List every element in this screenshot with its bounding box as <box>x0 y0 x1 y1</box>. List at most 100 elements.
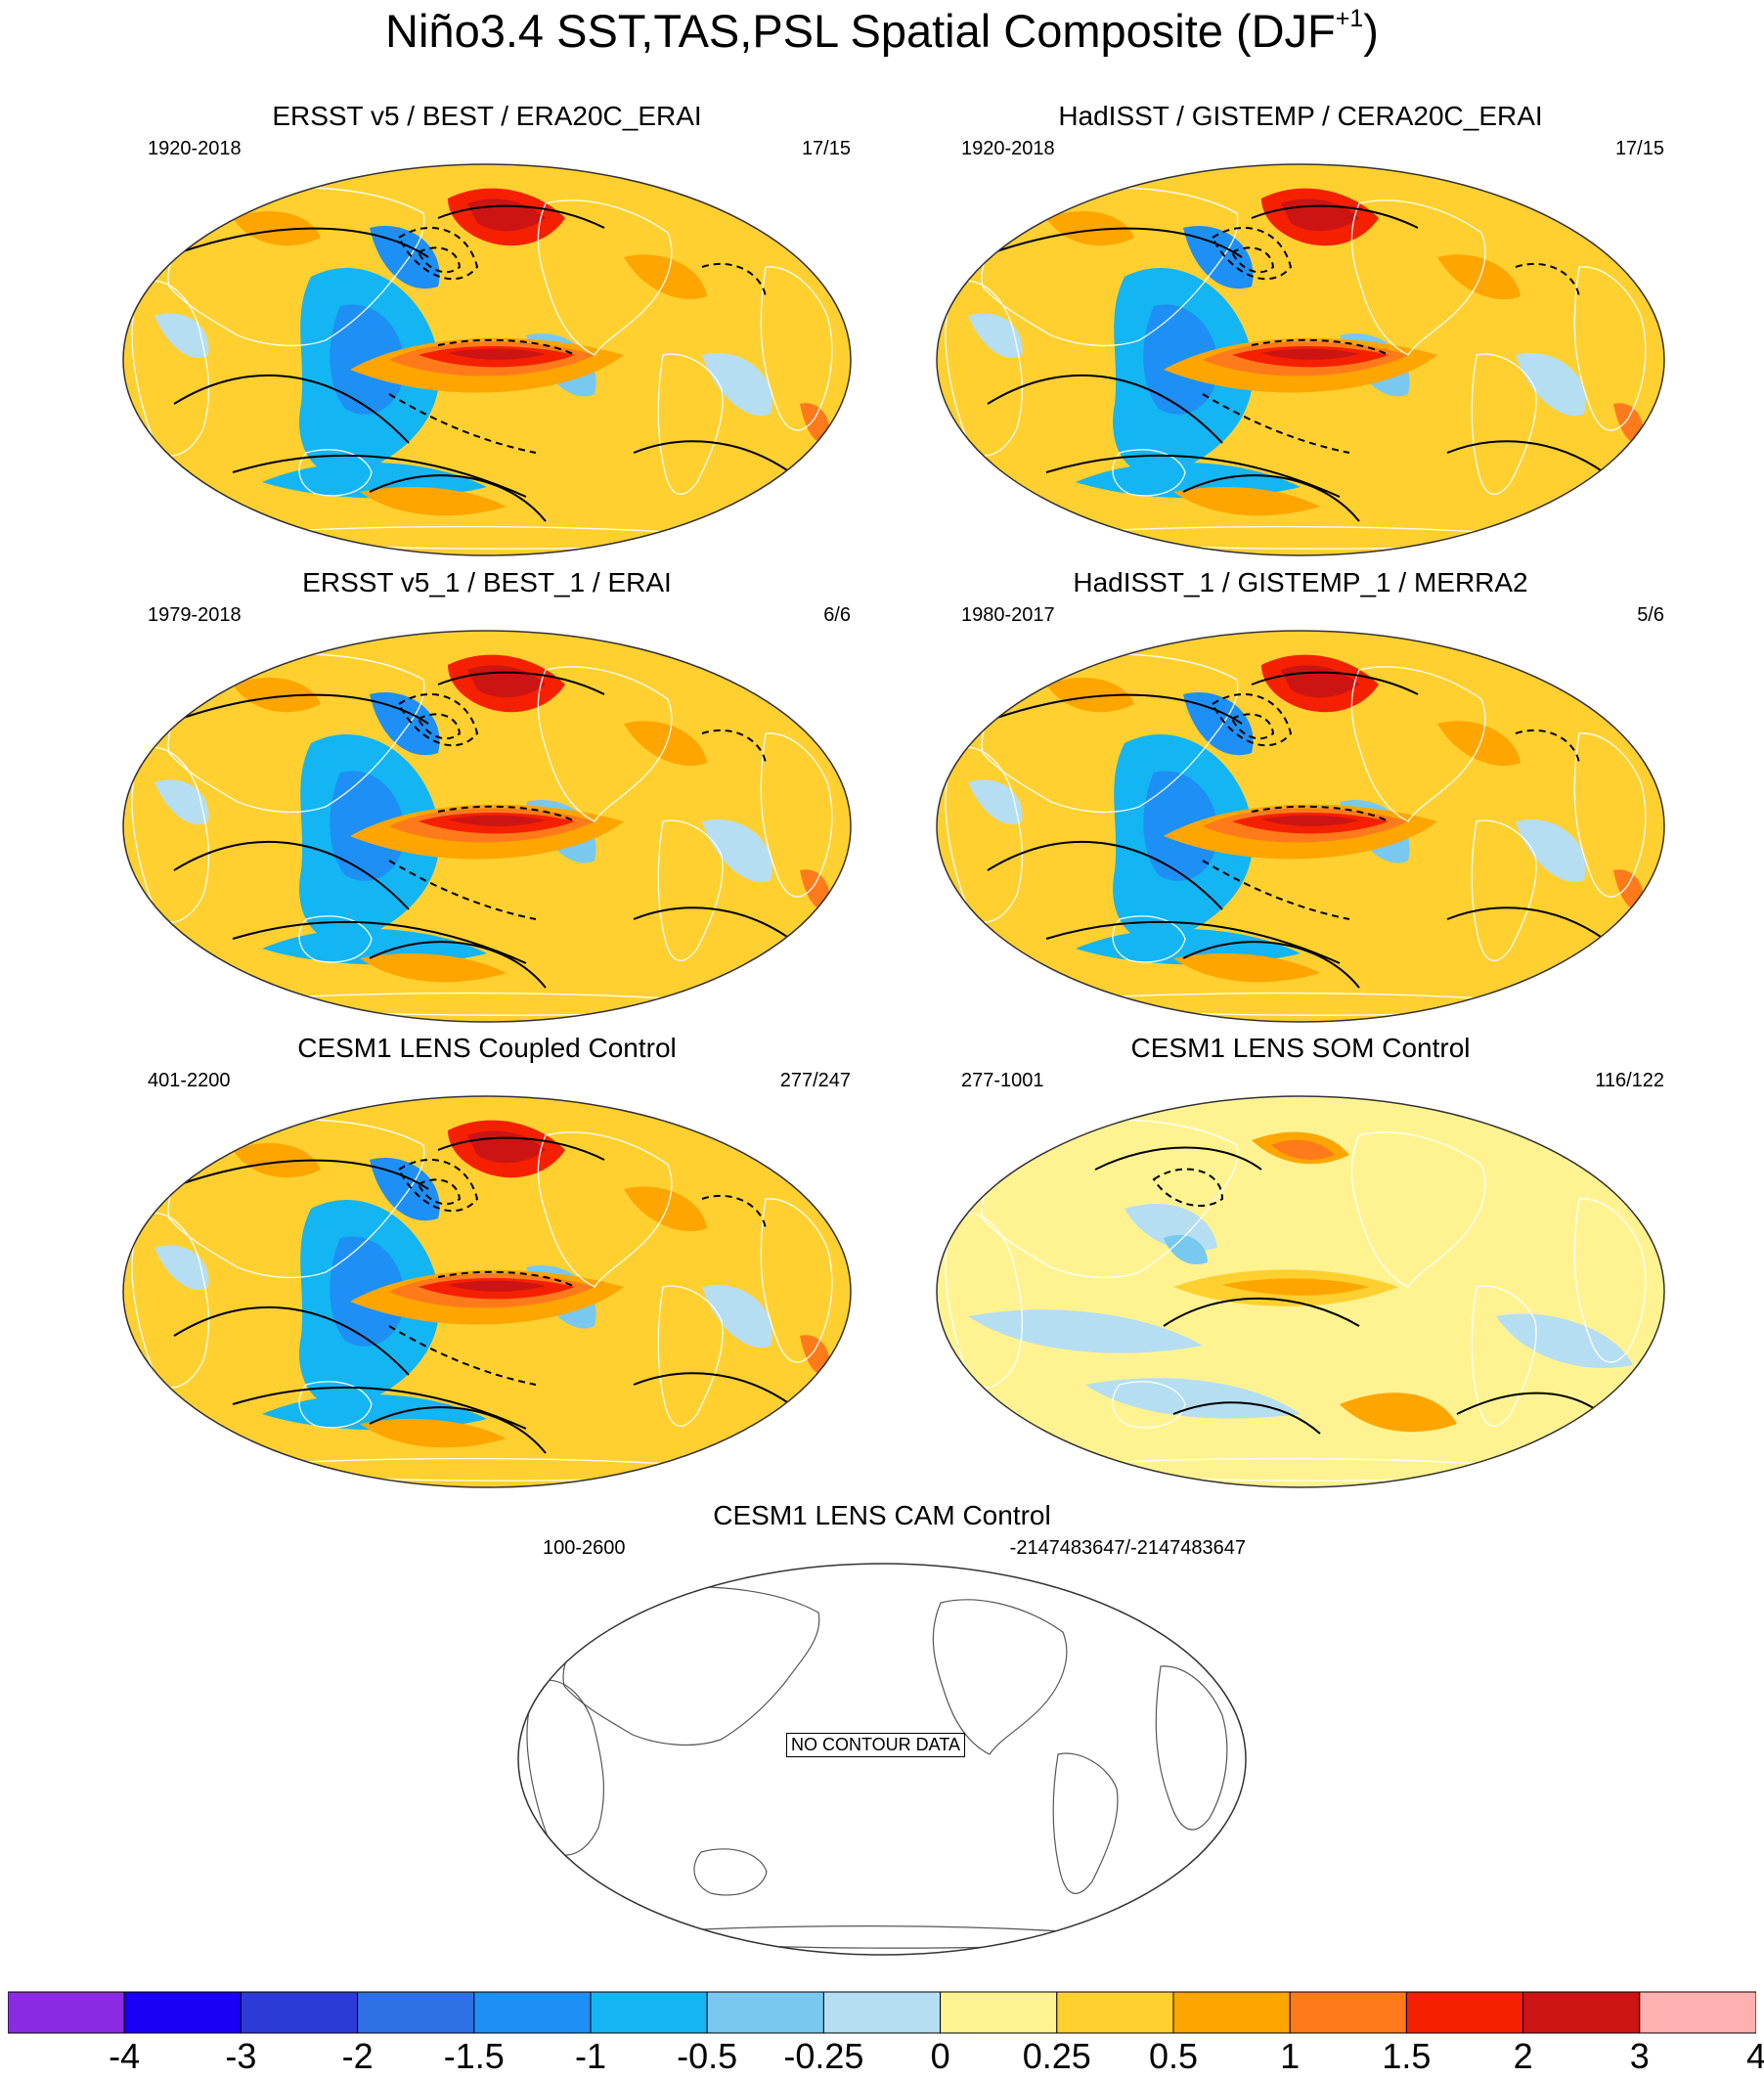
panel-title: HadISST_1 / GISTEMP_1 / MERRA2 <box>1073 567 1528 597</box>
coastline <box>537 1131 673 1288</box>
no-data-message: NO CONTOUR DATA <box>786 1733 966 1757</box>
colorbar-label: 0.25 <box>1022 2036 1091 2076</box>
psl-contour-negative <box>1515 729 1580 764</box>
coastline <box>932 1599 1068 1755</box>
psl-contour-negative <box>417 1178 462 1206</box>
panel-years: 100-2600 <box>543 1537 626 1559</box>
coastline <box>657 819 724 961</box>
panel-count: 277/247 <box>779 1070 851 1091</box>
psl-contour-positive <box>633 1372 791 1405</box>
psl-contour-negative <box>1152 1168 1224 1208</box>
panel-map-5: CESM1 LENS Coupled Control 401-2200 277/… <box>115 1033 859 1492</box>
colorbar-label: -3 <box>225 2036 257 2076</box>
colorbar-swatch <box>1405 1991 1524 2034</box>
map-plot <box>936 1095 1665 1488</box>
panel-title: HadISST / GISTEMP / CERA20C_ERAI <box>1058 101 1543 131</box>
panel-years: 1920-2018 <box>148 138 242 159</box>
panel-map-6: CESM1 LENS SOM Control 277-1001 116/122 <box>929 1033 1672 1492</box>
psl-contour-positive <box>437 204 605 229</box>
panel-count: 116/122 <box>1595 1070 1664 1091</box>
psl-contour-positive <box>369 1406 547 1454</box>
map-field <box>937 164 1664 555</box>
psl-contour-positive <box>987 374 1223 444</box>
map-field <box>123 1096 851 1487</box>
psl-contour-negative <box>417 246 462 274</box>
psl-contour-positive <box>173 840 410 910</box>
figure-title: Niño3.4 SST,TAS,PSL Spatial Composite (D… <box>385 5 1379 57</box>
panel-count: 5/6 <box>1637 604 1664 626</box>
coastline <box>1573 266 1647 431</box>
map-field <box>123 631 851 1022</box>
psl-contour-negative <box>1251 805 1389 822</box>
coastline <box>760 266 833 431</box>
panel-count: 17/15 <box>1614 138 1664 159</box>
map-field <box>937 631 1664 1022</box>
map-boundary <box>122 1095 852 1488</box>
colorbar-label: -0.25 <box>783 2036 864 2076</box>
coastline <box>1112 915 1186 963</box>
coastline <box>657 353 724 495</box>
psl-contour-negative <box>701 1194 767 1229</box>
colorbar-swatch <box>8 1991 125 2034</box>
psl-contour-positive <box>232 1386 527 1430</box>
coastline <box>1471 1285 1537 1427</box>
psl-contour-positive <box>232 454 527 498</box>
psl-contour-negative <box>701 729 767 764</box>
colorbar-label: 2 <box>1513 2036 1533 2076</box>
colorbar-swatch <box>1056 1991 1174 2034</box>
panel-years: 1920-2018 <box>961 138 1055 159</box>
coastline <box>760 732 833 898</box>
coastline <box>562 1586 820 1746</box>
map-field <box>937 1096 1664 1487</box>
coastline <box>1573 732 1647 898</box>
coastline <box>657 1285 724 1427</box>
psl-contour-negative <box>1211 693 1293 747</box>
colorbar-swatch <box>822 1991 942 2034</box>
colorbar-label: -2 <box>341 2036 374 2076</box>
psl-contour-negative <box>388 393 537 454</box>
panel-map-2: HadISST / GISTEMP / CERA20C_ERAI 1920-20… <box>929 101 1672 560</box>
psl-contour-negative <box>701 262 767 297</box>
colorbar-label: 0 <box>930 2036 950 2076</box>
panel-title: CESM1 LENS Coupled Control <box>297 1033 677 1063</box>
map-boundary <box>936 1095 1665 1488</box>
colorbar-label: -1.5 <box>443 2036 505 2076</box>
coastline <box>131 280 210 457</box>
coastline <box>167 653 425 814</box>
psl-contour-negative <box>388 860 537 920</box>
map-boundary <box>936 163 1665 556</box>
psl-contour-negative <box>388 1325 537 1386</box>
colorbar-label: -4 <box>109 2036 141 2076</box>
psl-contour-negative <box>437 805 576 822</box>
coastline <box>945 746 1024 923</box>
coastline <box>526 1679 605 1856</box>
psl-contour-positive <box>437 1136 605 1161</box>
psl-contour-negative <box>1202 860 1350 920</box>
psl-contour-positive <box>1182 474 1360 522</box>
psl-contour-positive <box>633 906 791 940</box>
colorbar-label: -0.5 <box>677 2036 738 2076</box>
psl-contour-negative <box>437 1270 576 1288</box>
psl-contour-negative <box>1202 393 1350 454</box>
psl-contour-negative <box>1211 227 1293 281</box>
map-boundary <box>122 163 852 556</box>
coastline <box>1350 1131 1486 1288</box>
psl-contour-positive <box>633 440 791 473</box>
coastline <box>981 653 1239 814</box>
psl-contour-positive <box>232 920 527 964</box>
psl-contour-positive <box>369 941 547 989</box>
map-boundary <box>936 630 1665 1023</box>
panel-map-7: CESM1 LENS CAM Control 100-2600 -2147483… <box>510 1500 1254 1960</box>
colorbar-swatch <box>123 1991 242 2034</box>
psl-contour-positive <box>369 474 547 522</box>
colorbar-swatch <box>240 1991 359 2034</box>
coastline <box>298 449 373 497</box>
psl-contour-positive <box>437 671 605 695</box>
coastline <box>131 746 210 923</box>
psl-contour-negative <box>397 1159 479 1213</box>
colorbar-swatch <box>1289 1991 1407 2034</box>
coastline <box>981 1119 1239 1279</box>
coastline <box>693 1848 768 1896</box>
psl-contour-negative <box>397 227 479 281</box>
psl-contour-positive <box>1045 454 1341 498</box>
